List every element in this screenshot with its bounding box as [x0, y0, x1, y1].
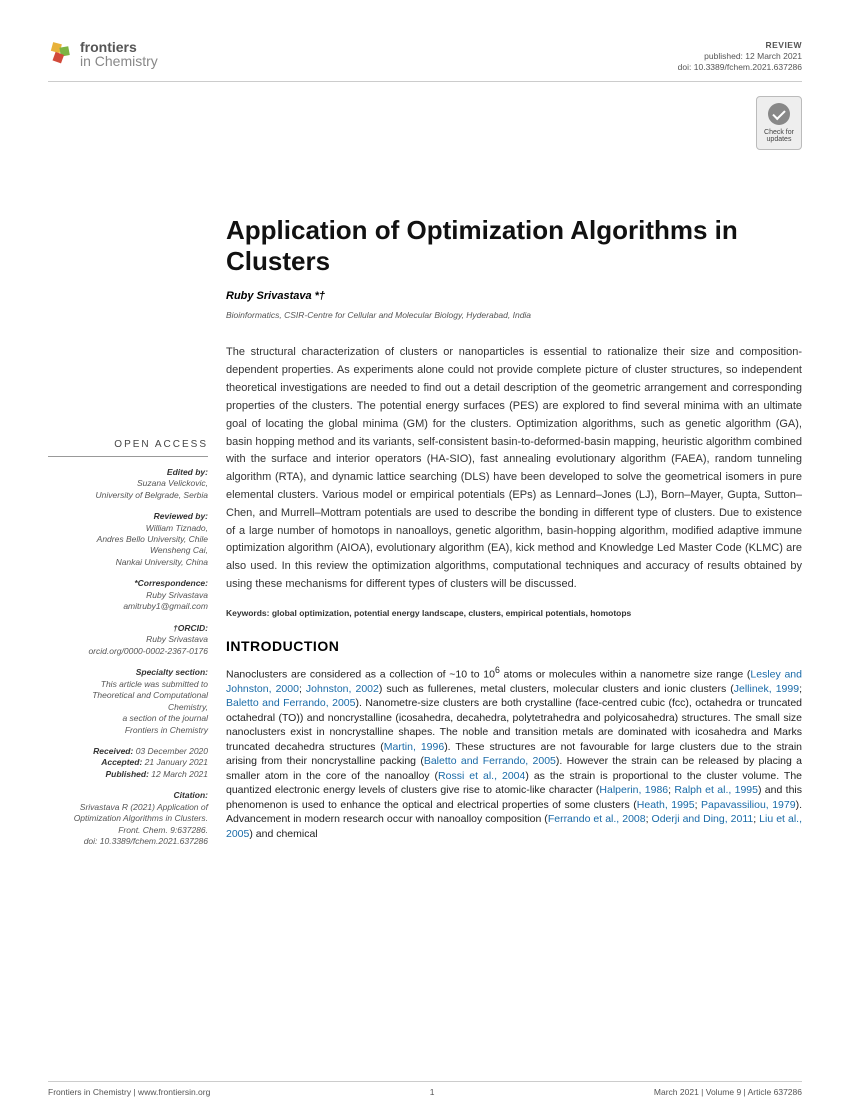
correspondence-email[interactable]: amitruby1@gmail.com: [48, 601, 208, 612]
logo-text-2: in Chemistry: [80, 54, 158, 68]
citation-link[interactable]: Halperin, 1986: [599, 784, 668, 796]
footer-right: March 2021 | Volume 9 | Article 637286: [654, 1087, 802, 1097]
page-number: 1: [430, 1087, 435, 1097]
citation-link[interactable]: Ralph et al., 1995: [674, 784, 758, 796]
section-heading-intro: INTRODUCTION: [226, 638, 802, 654]
citation-link[interactable]: Johnston, 2002: [306, 683, 379, 695]
citation-link[interactable]: Baletto and Ferrando, 2005: [424, 755, 556, 767]
intro-paragraph: Nanoclusters are considered as a collect…: [226, 664, 802, 841]
citation-link[interactable]: Baletto and Ferrando, 2005: [226, 697, 355, 709]
citation-link[interactable]: Oderji and Ding, 2011: [652, 813, 754, 825]
citation-link[interactable]: Heath, 1995: [637, 799, 695, 811]
page-footer: Frontiers in Chemistry | www.frontiersin…: [48, 1081, 802, 1097]
article-content: Application of Optimization Algorithms i…: [226, 160, 802, 858]
logo-text-1: frontiers: [80, 40, 158, 54]
frontiers-logo-icon: [48, 41, 74, 67]
publication-meta: REVIEW published: 12 March 2021 doi: 10.…: [678, 40, 802, 73]
keywords: Keywords: global optimization, potential…: [226, 608, 802, 618]
check-icon: [768, 103, 790, 125]
author-line: Ruby Srivastava *†: [226, 290, 802, 302]
check-updates-badge[interactable]: Check for updates: [756, 96, 802, 150]
citation-link[interactable]: Rossi et al., 2004: [438, 770, 525, 782]
journal-logo: frontiers in Chemistry: [48, 40, 158, 68]
article-title: Application of Optimization Algorithms i…: [226, 215, 802, 276]
abstract: The structural characterization of clust…: [226, 344, 802, 593]
citation-link[interactable]: Martin, 1996: [384, 741, 444, 753]
affiliation: Bioinformatics, CSIR-Centre for Cellular…: [226, 310, 802, 320]
footer-left: Frontiers in Chemistry | www.frontiersin…: [48, 1087, 210, 1097]
article-type: REVIEW: [678, 40, 802, 51]
header: frontiers in Chemistry REVIEW published:…: [48, 40, 802, 82]
citation-link[interactable]: Papavassiliou, 1979: [701, 799, 796, 811]
article-sidebar: OPEN ACCESS Edited by: Suzana Velickovic…: [48, 160, 208, 858]
open-access-label: OPEN ACCESS: [48, 438, 208, 457]
citation-link[interactable]: Jellinek, 1999: [734, 683, 799, 695]
citation-link[interactable]: Ferrando et al., 2008: [548, 813, 646, 825]
orcid-link[interactable]: orcid.org/0000-0002-2367-0176: [48, 646, 208, 657]
